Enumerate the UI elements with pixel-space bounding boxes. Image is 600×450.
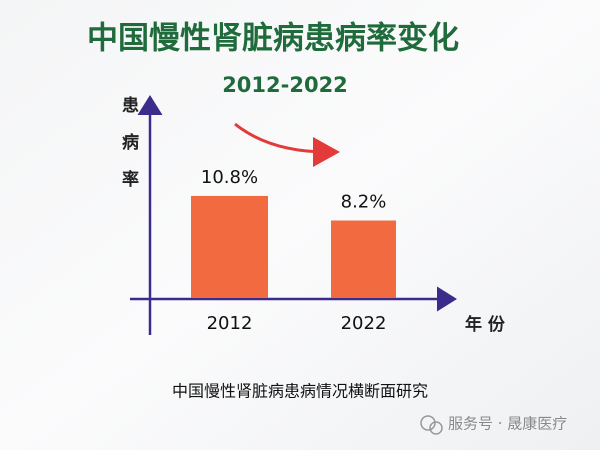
chart-title: 中国慢性肾脏病患病率变化 [87, 21, 459, 57]
x-axis-label: 年 份 [465, 314, 506, 335]
x-tick-label: 2022 [341, 313, 387, 334]
bar [331, 220, 396, 298]
y-axis-label: 患病率 [118, 96, 139, 207]
watermark-icon [420, 415, 443, 435]
value-label: 10.8% [201, 167, 258, 188]
bar [191, 195, 268, 298]
trend-arrow [234, 122, 340, 167]
watermark: 服务号 · 晟康医疗 [448, 415, 567, 433]
value-label: 8.2% [341, 192, 387, 213]
footnote: 中国慢性肾脏病患病情况横断面研究 [172, 382, 428, 401]
x-tick-label: 2012 [207, 313, 253, 334]
chart-subtitle: 2012-2022 [222, 73, 348, 97]
